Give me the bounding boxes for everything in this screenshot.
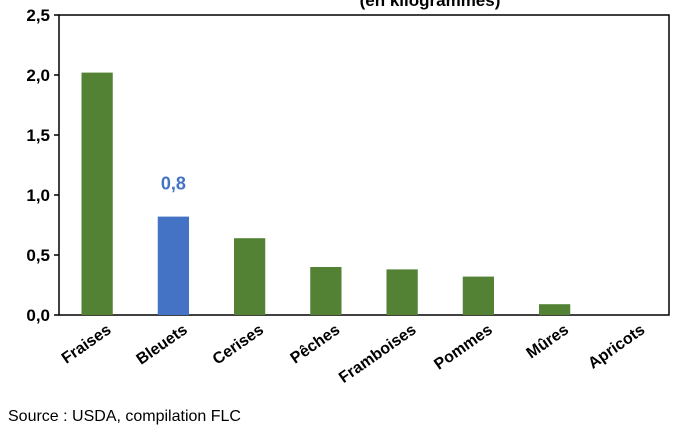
bars [81,72,571,315]
y-tick-label: 2,5 [26,6,50,25]
x-tick-label: Mûres [524,321,572,362]
x-tick-label: Framboises [336,321,419,386]
source-note: Source : USDA, compilation FLC [8,408,241,425]
x-tick-label: Apricots [585,321,648,372]
bar-3 [310,267,342,315]
y-axis: 0,0 0,5 1,0 1,5 2,0 2,5 [26,6,59,325]
x-tick-label: Pêches [288,321,344,367]
y-tick-label: 2,0 [26,66,50,85]
bar-2 [233,238,266,315]
chart-title: (en kilogrammes) [360,0,501,10]
y-tick-label: 1,5 [26,126,50,145]
bar-4 [386,269,418,315]
y-tick-label: 0,5 [26,246,50,265]
x-tick-label: Bleuets [134,321,191,368]
bar-5 [462,276,495,315]
x-tick-label: Pommes [431,321,495,373]
x-tick-label: Fraises [59,321,115,367]
data-label: 0,8 [161,174,186,194]
bar-0 [81,72,113,315]
bar-6 [538,304,571,315]
plot-frame [58,14,670,316]
y-tick-label: 0,0 [26,306,50,325]
y-tick-label: 1,0 [26,186,50,205]
x-tick-label: Cerises [210,321,267,368]
bar-1 [157,216,190,315]
